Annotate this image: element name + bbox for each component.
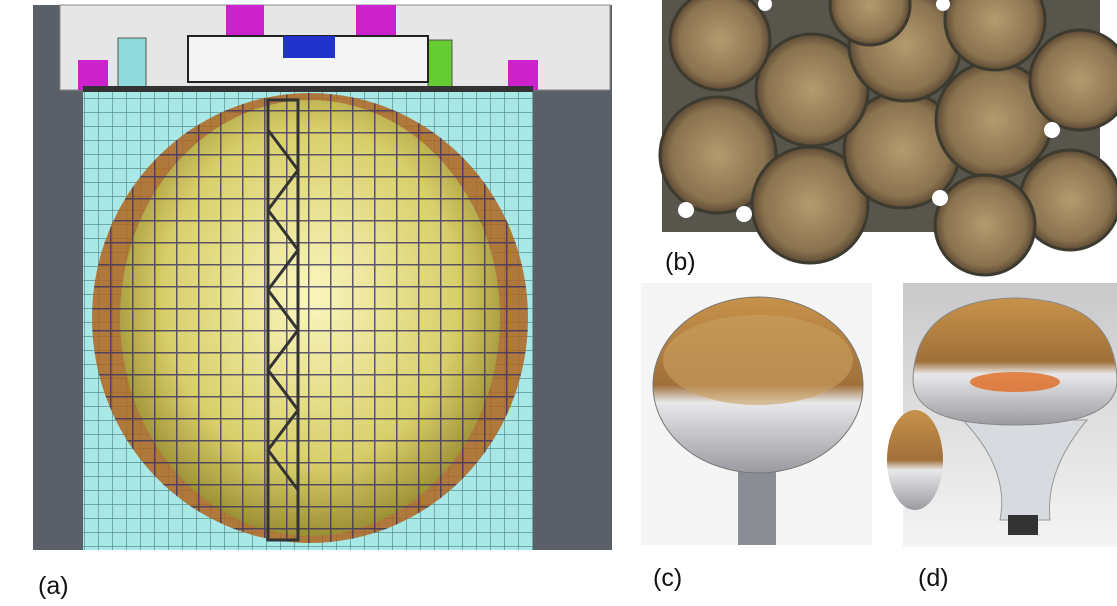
pmt-body (961, 419, 1089, 521)
pmt-bulb (912, 297, 1117, 426)
panel-label: (a) (38, 572, 69, 600)
panel-label: (b) (665, 248, 696, 276)
tank-rim (83, 86, 533, 92)
panel-label: (d) (918, 564, 949, 592)
reflection (663, 315, 853, 405)
panel-label: (c) (653, 564, 682, 592)
tank-small (117, 37, 147, 89)
tank-small (427, 39, 453, 89)
holes (678, 0, 1060, 222)
panel-c (641, 283, 872, 545)
crane-block (283, 36, 335, 58)
pmt-bulb-small (887, 410, 943, 510)
panel-d (887, 283, 1117, 547)
block (78, 60, 108, 90)
stair (266, 98, 300, 542)
pmt-base (1008, 515, 1038, 535)
stair-zigzag (266, 129, 300, 491)
pmt-array (658, 0, 1117, 277)
block (356, 5, 396, 35)
panel-b (658, 0, 1117, 277)
block (226, 5, 264, 35)
truss (92, 93, 528, 543)
reflection (970, 372, 1060, 392)
block (508, 60, 538, 90)
panel-a (33, 4, 612, 550)
